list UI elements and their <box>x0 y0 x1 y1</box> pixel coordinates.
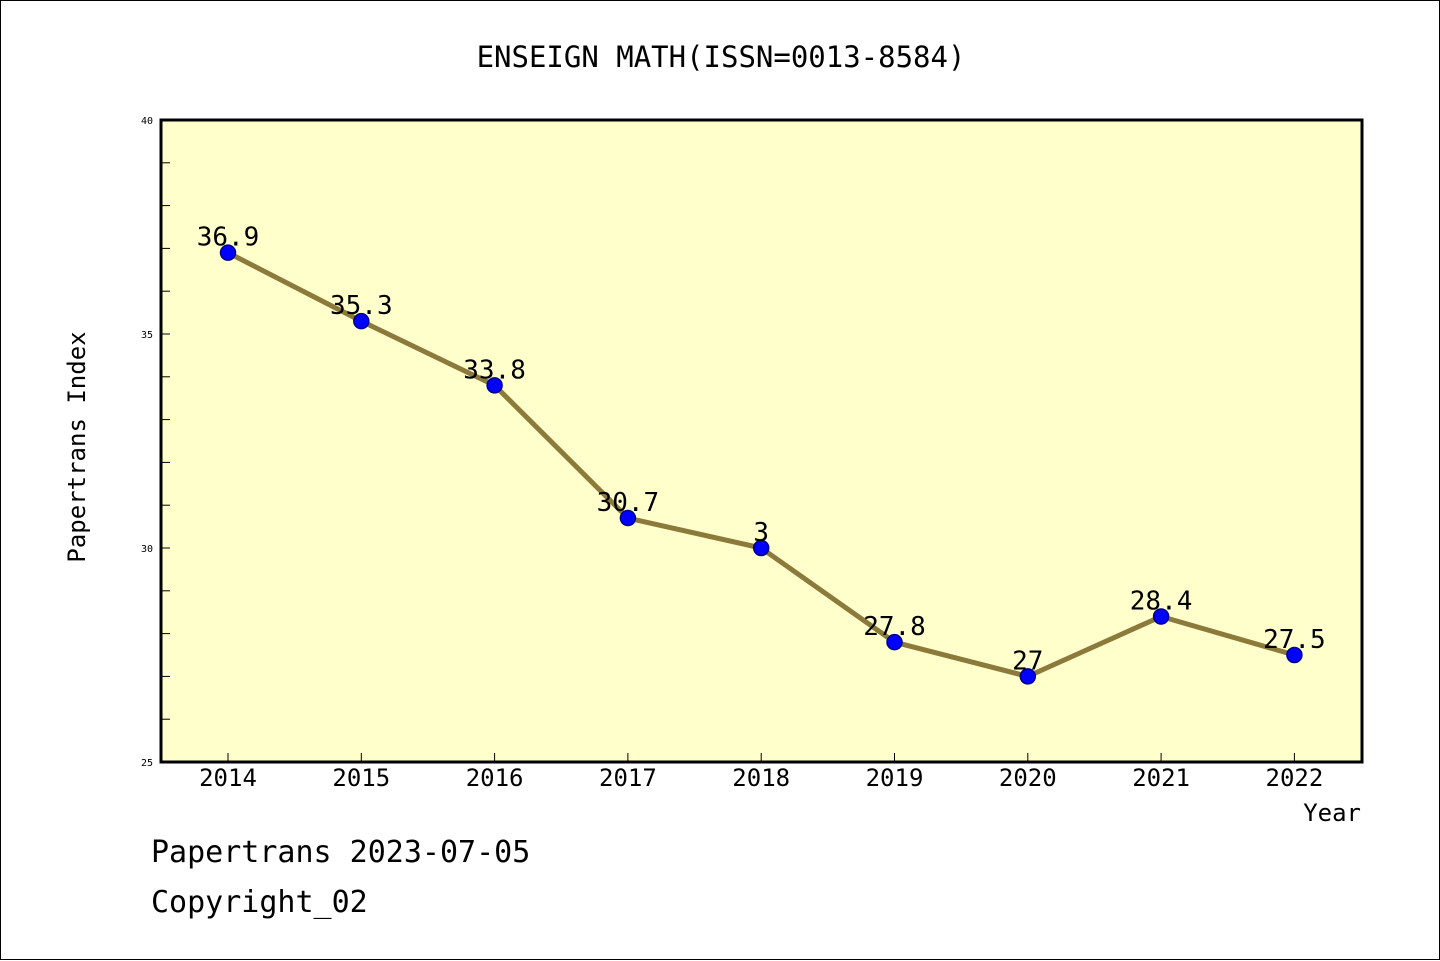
data-point-marker <box>886 633 903 651</box>
x-tick-label: 2019 <box>866 764 924 792</box>
x-tick-label: 2020 <box>999 764 1057 792</box>
data-point-marker <box>353 312 370 330</box>
x-tick-label: 2022 <box>1266 764 1324 792</box>
data-label: 27.8 <box>863 612 926 642</box>
data-label: 28.4 <box>1130 586 1193 616</box>
chart-title: ENSEIGN MATH(ISSN=0013-8584) <box>477 40 966 74</box>
data-point-marker <box>1152 608 1170 625</box>
data-label: 27.5 <box>1263 625 1326 655</box>
y-tick-label: 30 <box>141 544 153 555</box>
x-tick-label: 2021 <box>1132 764 1190 792</box>
data-label: 30.7 <box>597 488 660 518</box>
y-axis-label: Papertrans Index <box>63 331 91 562</box>
x-tick-label: 2016 <box>466 764 524 792</box>
x-tick-label: 2018 <box>732 764 790 792</box>
data-label: 33.8 <box>463 355 526 385</box>
data-label: 3 <box>753 518 769 548</box>
x-axis-ticks: 2014 2015 2016 2017 2018 2019 2020 2021 2022 <box>199 753 1323 792</box>
x-tick-label: 2014 <box>199 764 257 792</box>
x-tick-label: 2017 <box>599 764 657 792</box>
data-label: 36.9 <box>197 223 260 253</box>
y-tick-label: 40 <box>141 116 153 127</box>
footer-date-text: Papertrans 2023-07-05 <box>151 835 531 870</box>
data-point-marker <box>219 244 237 261</box>
data-point-marker <box>752 539 770 557</box>
y-axis-ticks: 25 30 35 40 <box>141 116 170 769</box>
data-point-marker <box>1019 668 1037 685</box>
y-tick-label: 25 <box>141 758 153 769</box>
data-point-marker <box>1286 646 1303 664</box>
data-label: 35.3 <box>330 291 393 321</box>
data-label: 27 <box>1012 646 1043 676</box>
data-point-marker <box>486 377 503 394</box>
y-tick-label: 35 <box>141 330 153 341</box>
x-axis-label: Year <box>1303 799 1361 827</box>
series-layer <box>219 244 1303 685</box>
x-tick-label: 2015 <box>332 764 390 792</box>
plot-area <box>159 118 1364 764</box>
footer-copyright-text: Copyright_02 <box>151 885 368 920</box>
data-label-layer: 36.9 35.3 33.8 30.7 3 27.8 27 28.4 27.5 <box>197 223 1326 677</box>
data-point-marker <box>619 509 637 527</box>
